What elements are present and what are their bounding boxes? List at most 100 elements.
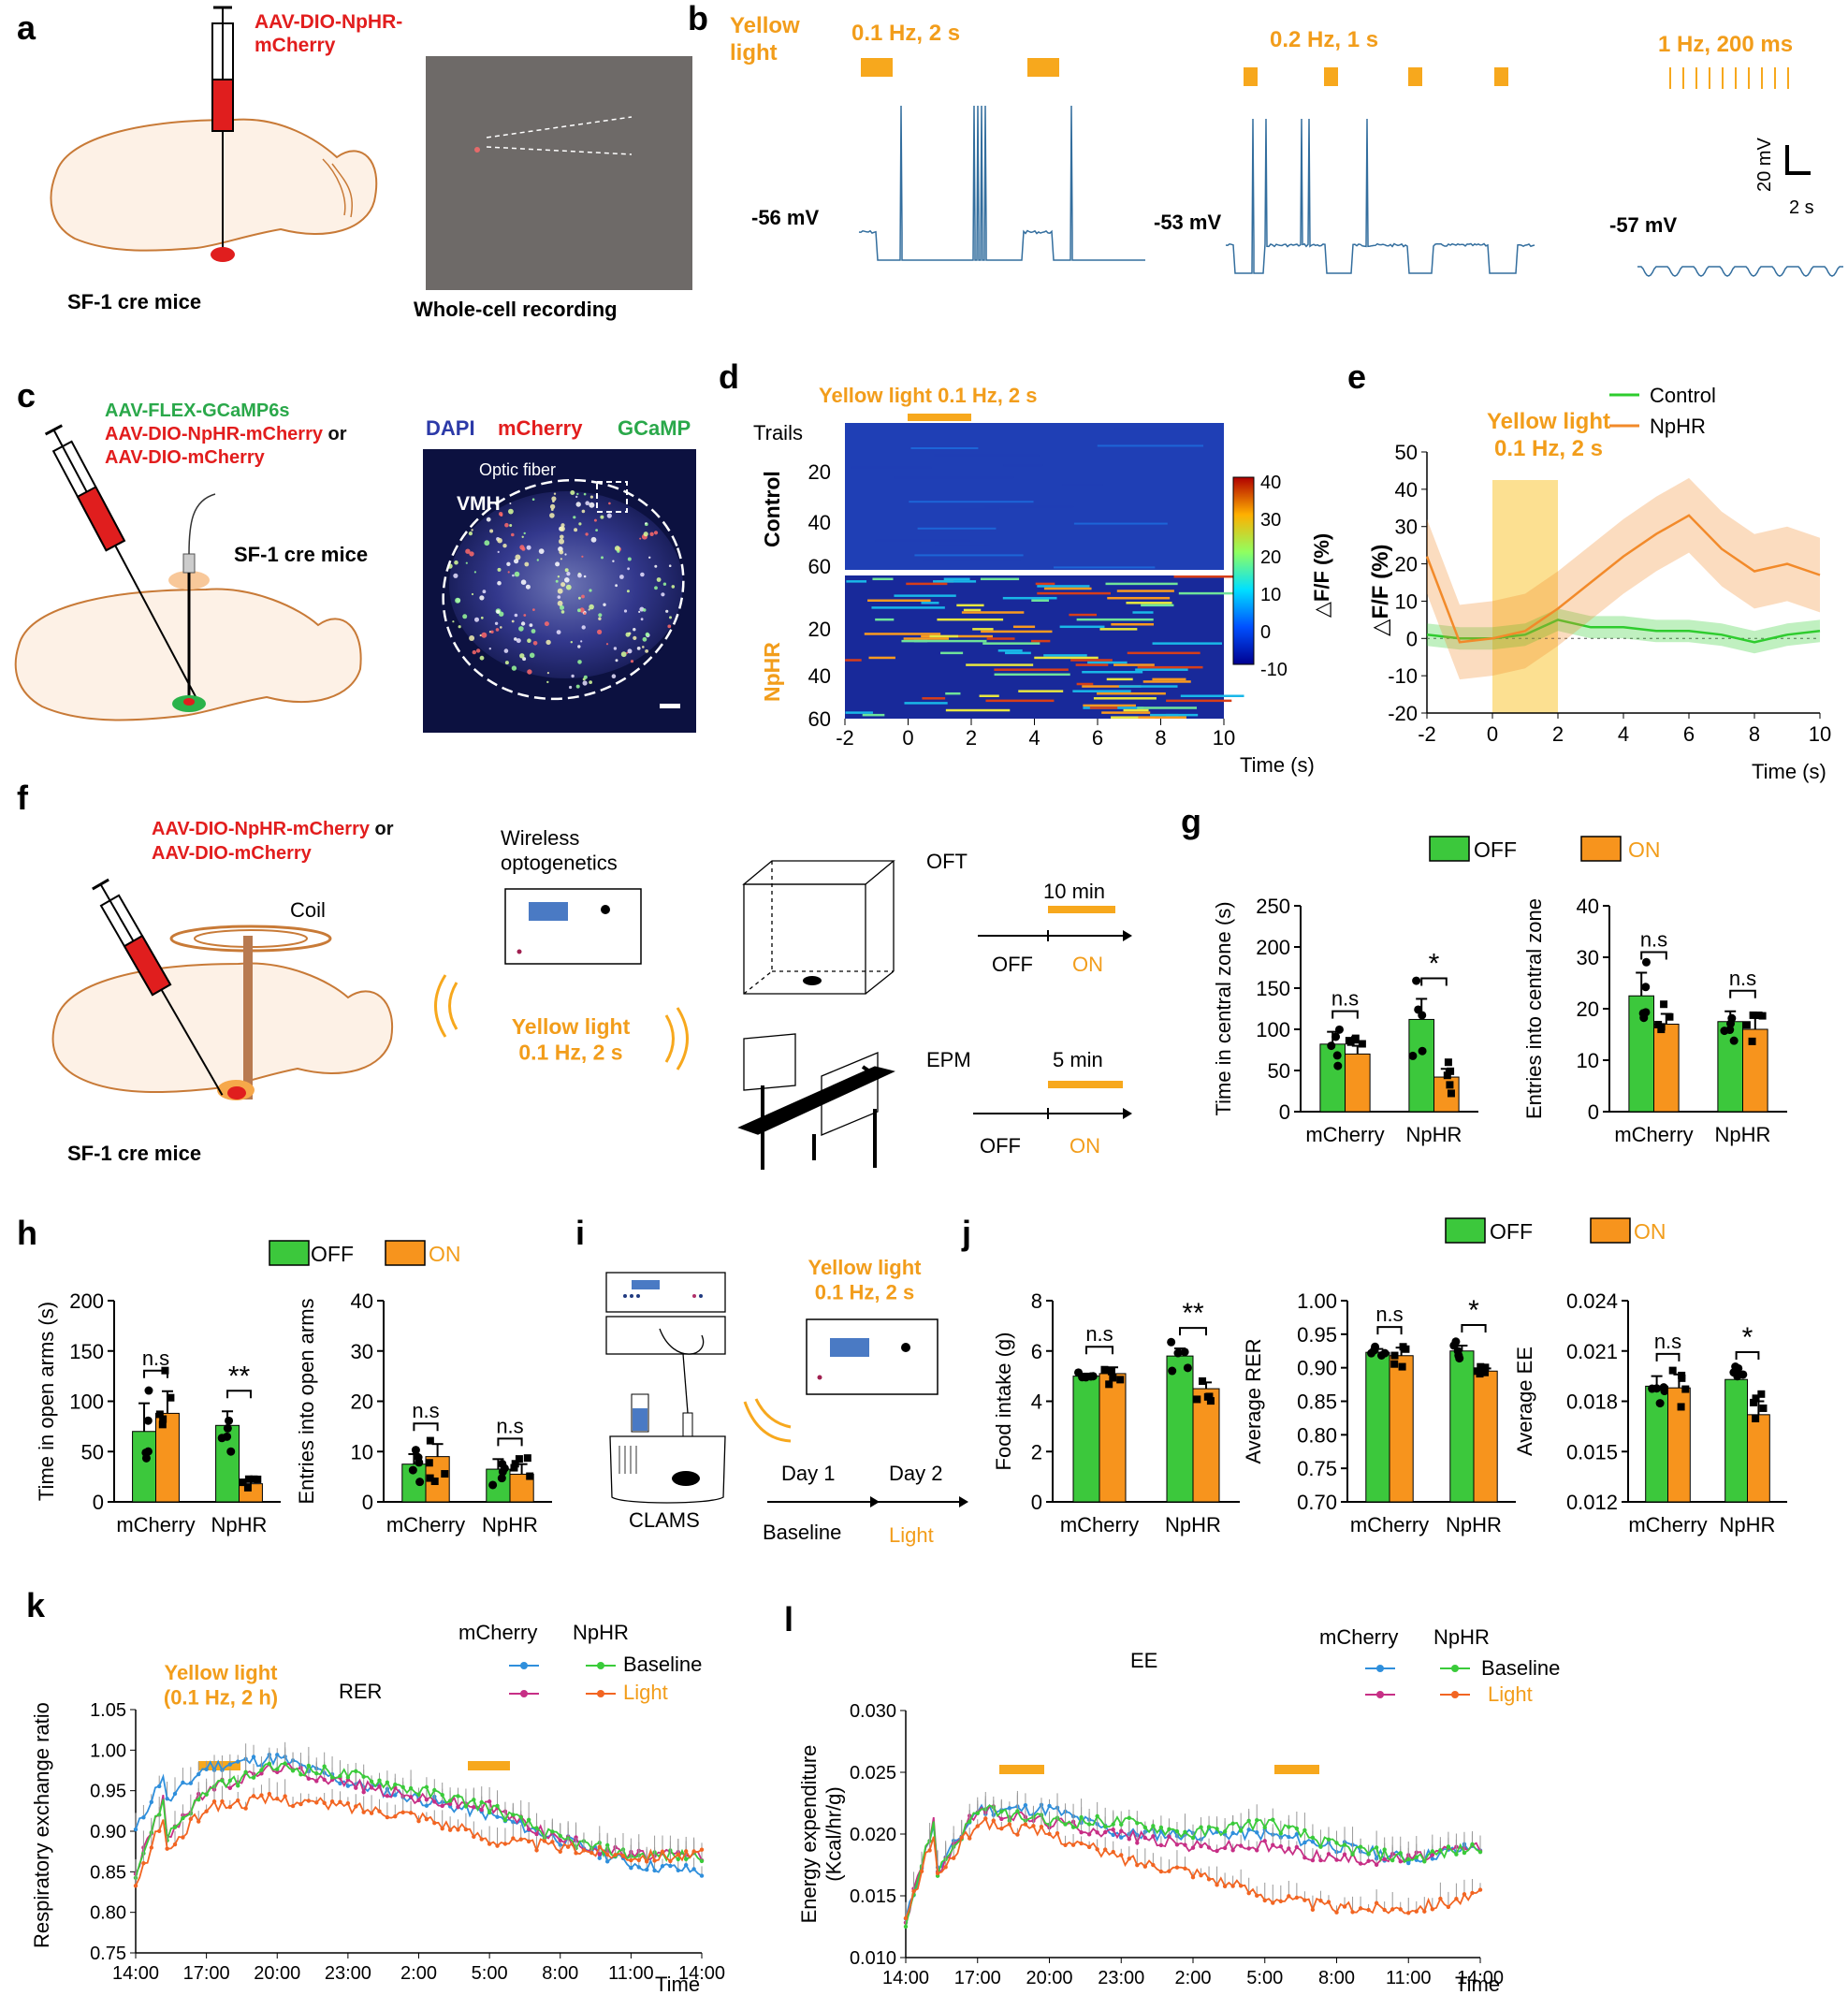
legend-row-light-l: Light — [1488, 1682, 1533, 1706]
cell-dot — [508, 508, 514, 515]
significance-label: ** — [228, 1361, 251, 1391]
y-tick-label: 6 — [1031, 1340, 1042, 1363]
data-point — [1641, 1008, 1651, 1017]
wireless-device-i — [806, 1318, 939, 1395]
cell-dot — [614, 546, 620, 551]
series-marker — [393, 1793, 398, 1798]
y-tick-label: 0.021 — [1566, 1340, 1618, 1363]
heatmap-cell — [1089, 706, 1118, 709]
series-marker — [1135, 1821, 1140, 1826]
series-marker — [534, 1831, 539, 1837]
series-marker — [1206, 1825, 1212, 1829]
significance-label: n.s — [412, 1399, 439, 1422]
series-marker — [1079, 1841, 1084, 1846]
clams-led — [632, 1280, 660, 1289]
mice-label-c: SF-1 cre mice — [234, 543, 368, 566]
series-marker — [345, 1784, 351, 1788]
series-marker — [338, 1781, 342, 1786]
heatmap-cell — [871, 606, 945, 609]
heatmap-cell — [1111, 623, 1155, 626]
cell-dot — [481, 632, 487, 638]
light-label-b: Yellow light — [730, 13, 800, 66]
y-axis-title: Time in open arms (s) — [35, 1302, 58, 1501]
data-point — [244, 1475, 253, 1483]
series-marker — [542, 1839, 547, 1843]
heatmap-cell — [994, 673, 1070, 677]
series-marker — [432, 1821, 437, 1826]
cell-dot — [532, 608, 535, 611]
panel-b: b Yellow light 0.1 Hz, 2 s 0.2 Hz, 1 s 1 … — [688, 0, 1843, 277]
colorbar-tick-label: 40 — [1260, 473, 1281, 493]
data-point — [430, 1478, 439, 1486]
optic-fiber-ferrule-c — [182, 553, 196, 574]
y-tick-label: 4 — [1031, 1391, 1042, 1414]
cell-dot — [462, 614, 468, 619]
category-label: NpHR — [1406, 1123, 1462, 1146]
series-marker — [181, 1835, 185, 1840]
heatmap-cell — [972, 628, 994, 631]
optic-fiber-label: Optic fiber — [479, 460, 556, 479]
syringe-f — [92, 878, 224, 1096]
y-tick-label: 40 — [808, 664, 831, 688]
series-marker — [1215, 1827, 1219, 1831]
series-marker — [1334, 1841, 1339, 1845]
data-point — [1346, 1038, 1355, 1046]
heatmap-cell — [1114, 428, 1193, 430]
cell-dot — [583, 575, 587, 578]
series-marker — [1167, 1869, 1171, 1873]
x-tick-label: 8 — [1155, 726, 1166, 750]
y-tick-label: 0.95 — [1297, 1323, 1337, 1347]
heatmap-cell — [1083, 704, 1136, 707]
series-marker — [550, 1840, 555, 1844]
y-tick-label: 250 — [1256, 895, 1290, 918]
series-marker — [660, 1864, 665, 1869]
series-marker — [1151, 1824, 1156, 1828]
series-marker — [495, 1843, 500, 1848]
series-marker — [447, 1828, 453, 1832]
series-marker — [1294, 1826, 1300, 1831]
cell-dot — [504, 661, 509, 665]
series-marker — [1111, 1828, 1115, 1832]
heatmap-cell — [1137, 706, 1198, 709]
legend-marker — [597, 1662, 604, 1669]
cell-dot — [556, 630, 561, 634]
heatmap-cell — [845, 711, 873, 714]
x-tick-label: 23:00 — [325, 1963, 371, 1984]
panel-letter-e: e — [1347, 357, 1366, 396]
series-marker — [1238, 1843, 1244, 1848]
heatmap-cell — [1093, 697, 1157, 700]
heatmap-cell — [940, 651, 964, 655]
heatmap-cell — [1180, 694, 1244, 697]
cell-dot — [667, 624, 672, 629]
y-tick-label: 40 — [808, 511, 831, 534]
x-tick-label: 14:00 — [112, 1963, 159, 1984]
y-tick-label: 30 — [351, 1340, 373, 1363]
series-marker — [683, 1857, 689, 1862]
cell-dot — [581, 555, 584, 558]
light-pulse — [1494, 67, 1508, 86]
heatmap-cell — [981, 630, 1053, 633]
cell-dot — [529, 652, 535, 659]
series-marker — [604, 1842, 610, 1848]
series-marker — [903, 1924, 909, 1929]
series-marker — [629, 1866, 633, 1871]
cell-dot — [608, 502, 611, 505]
x-tick-label: 6 — [1683, 722, 1695, 746]
data-point — [1677, 1403, 1685, 1411]
heatmap-cell — [1113, 663, 1155, 666]
indicator-dot — [517, 949, 522, 954]
clams-line — [682, 1353, 689, 1414]
series-marker — [1102, 1847, 1108, 1852]
oft-arrow — [1123, 930, 1132, 941]
syringe-c — [44, 424, 200, 704]
injection-site-c — [183, 698, 195, 706]
series-marker — [1398, 1851, 1403, 1856]
y-tick-label: 0 — [362, 1491, 373, 1514]
series-marker — [1255, 1848, 1259, 1853]
series-marker — [1222, 1845, 1228, 1851]
series-marker — [188, 1816, 194, 1822]
series-marker — [1206, 1845, 1212, 1850]
heatmap-cell — [1099, 628, 1138, 631]
cell-dot — [519, 653, 525, 659]
